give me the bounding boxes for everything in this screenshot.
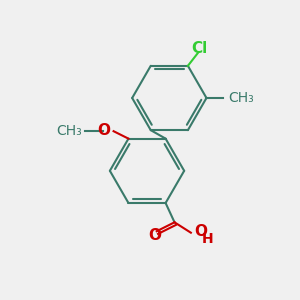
Text: CH₃: CH₃ xyxy=(57,124,83,138)
Text: O: O xyxy=(97,123,110,138)
Text: H: H xyxy=(201,232,213,246)
Text: CH₃: CH₃ xyxy=(228,91,254,105)
Text: Cl: Cl xyxy=(191,41,207,56)
Text: O: O xyxy=(194,224,207,239)
Text: O: O xyxy=(148,228,161,243)
